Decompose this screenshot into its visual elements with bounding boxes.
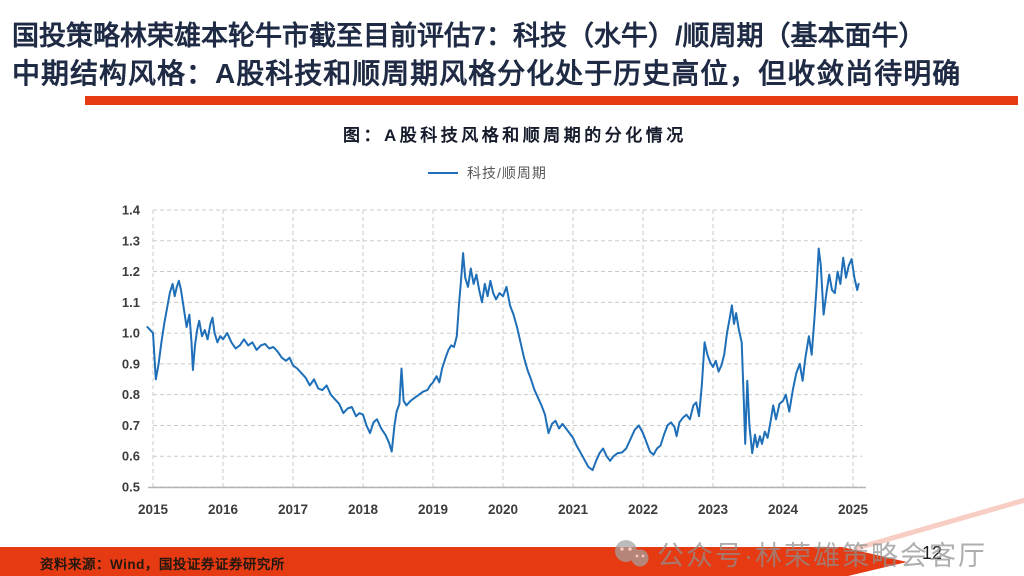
title-underline [85, 96, 1018, 105]
svg-text:2020: 2020 [488, 502, 518, 517]
svg-text:2018: 2018 [348, 502, 379, 517]
slide-title: 国投策略林荣雄本轮牛市截至目前评估7：科技（水牛）/顺周期（基本面牛） 中期结构… [12, 18, 1017, 92]
svg-text:2015: 2015 [138, 502, 169, 517]
svg-text:0.9: 0.9 [122, 356, 140, 371]
svg-text:0.8: 0.8 [122, 387, 140, 402]
svg-text:1.4: 1.4 [122, 203, 141, 218]
svg-text:2025: 2025 [838, 502, 869, 517]
watermark: 公众号·林荣雄策略会客厅 [612, 534, 987, 573]
svg-text:0.5: 0.5 [122, 480, 140, 495]
slide-title-line2: 中期结构风格：A股科技和顺周期风格分化处于历史高位，但收敛尚待明确 [12, 58, 962, 89]
svg-text:2017: 2017 [278, 502, 308, 517]
svg-text:0.7: 0.7 [122, 418, 140, 433]
svg-text:2022: 2022 [628, 502, 658, 517]
source-note: 资料来源：Wind，国投证券证券研究所 [40, 557, 285, 572]
svg-text:1.3: 1.3 [122, 233, 140, 248]
legend-label: 科技/顺周期 [467, 165, 547, 181]
page-number: 12 [922, 543, 943, 563]
svg-text:2016: 2016 [208, 502, 239, 517]
svg-text:1.1: 1.1 [122, 295, 140, 310]
watermark-text: 公众号·林荣雄策略会客厅 [657, 541, 987, 571]
svg-text:2021: 2021 [558, 502, 589, 517]
svg-text:1.2: 1.2 [122, 264, 140, 279]
svg-text:1.0: 1.0 [122, 326, 140, 341]
footer-band [0, 547, 907, 576]
chart-title: 图：A股科技风格和顺周期的分化情况 [343, 126, 687, 145]
legend-line-swatch [428, 171, 458, 175]
slide-title-line1: 国投策略林荣雄本轮牛市截至目前评估7：科技（水牛）/顺周期（基本面牛） [12, 21, 926, 51]
wechat-icon [615, 539, 649, 566]
svg-text:0.6: 0.6 [122, 449, 140, 464]
svg-text:2024: 2024 [768, 502, 799, 517]
svg-text:2023: 2023 [698, 502, 729, 517]
svg-text:2019: 2019 [418, 502, 448, 517]
chart-legend: 科技/顺周期 [428, 163, 547, 183]
